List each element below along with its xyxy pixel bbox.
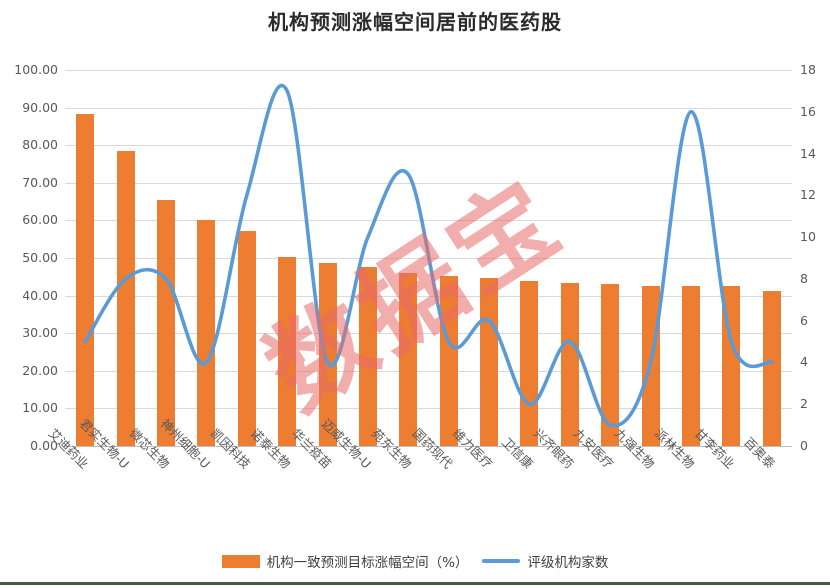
gridline <box>65 408 792 410</box>
y-axis-left-tick: 70.00 <box>22 174 58 190</box>
bar-国药现代 <box>439 276 458 446</box>
bottom-divider-strip <box>0 582 830 585</box>
plot-area <box>65 70 792 447</box>
gridline <box>65 107 792 109</box>
bar-迈威生物-U <box>358 267 377 446</box>
bar-诺泰生物 <box>278 257 297 446</box>
y-axis-left-tick: 100.00 <box>14 62 58 77</box>
bar-派林生物 <box>682 286 701 446</box>
y-axis-right-tick: 4 <box>800 354 808 370</box>
line-series-swatch <box>482 559 521 563</box>
line-series-path <box>83 83 774 428</box>
y-axis-right-tick: 2 <box>800 396 808 412</box>
legend-item-line: 评级机构家数 <box>482 551 608 571</box>
gridline <box>65 220 792 222</box>
bar-series-swatch <box>221 554 260 568</box>
bar-苑东生物 <box>399 272 418 446</box>
y-axis-left-tick: 10.00 <box>22 400 58 416</box>
y-axis-right-tick: 8 <box>800 270 808 286</box>
bar-君实生物-U <box>116 150 135 446</box>
y-axis-left-tick: 40.00 <box>22 287 58 303</box>
y-axis-right-tick: 12 <box>800 187 816 203</box>
chart-title: 机构预测涨幅空间居前的医药股 <box>268 10 562 34</box>
bar-华兰疫苗 <box>318 263 337 446</box>
gridline <box>65 333 792 335</box>
y-axis-right-tick: 10 <box>800 229 816 245</box>
bar-兴齐眼药 <box>560 282 579 446</box>
y-axis-left-tick: 20.00 <box>22 362 58 378</box>
y-axis-left-tick: 30.00 <box>22 325 58 341</box>
x-axis-line <box>65 446 792 447</box>
y-axis-left-tick: 80.00 <box>22 137 58 153</box>
y-axis-right-tick: 6 <box>800 312 808 328</box>
gridline <box>65 370 792 372</box>
y-axis-right-tick: 18 <box>800 62 816 77</box>
bar-微芯生物 <box>156 200 175 446</box>
legend: 机构一致预测目标涨幅空间（%） 评级机构家数 <box>0 551 830 571</box>
gridline <box>65 145 792 147</box>
bar-百奥泰 <box>762 290 781 446</box>
y-axis-right-tick: 14 <box>800 145 816 161</box>
y-axis-left-tick: 50.00 <box>22 250 58 265</box>
legend-bar-label: 机构一致预测目标涨幅空间（%） <box>266 555 469 571</box>
y-axis-right-tick: 16 <box>800 103 816 119</box>
gridline <box>65 70 792 71</box>
bar-神州细胞-U <box>197 220 216 446</box>
y-axis-left-tick: 0.00 <box>30 438 58 453</box>
bar-艾迪药业 <box>76 114 95 446</box>
line-series <box>83 83 774 428</box>
gridline <box>65 182 792 184</box>
bar-九安医疗 <box>601 283 620 446</box>
legend-item-bar: 机构一致预测目标涨幅空间（%） <box>221 551 469 571</box>
gridline <box>65 295 792 297</box>
y-axis-right-tick: 0 <box>800 438 808 453</box>
y-axis-left-tick: 90.00 <box>22 99 58 115</box>
y-axis-left-tick: 60.00 <box>22 212 58 228</box>
legend-line-label: 评级机构家数 <box>527 555 609 571</box>
bar-凯因科技 <box>237 230 256 446</box>
